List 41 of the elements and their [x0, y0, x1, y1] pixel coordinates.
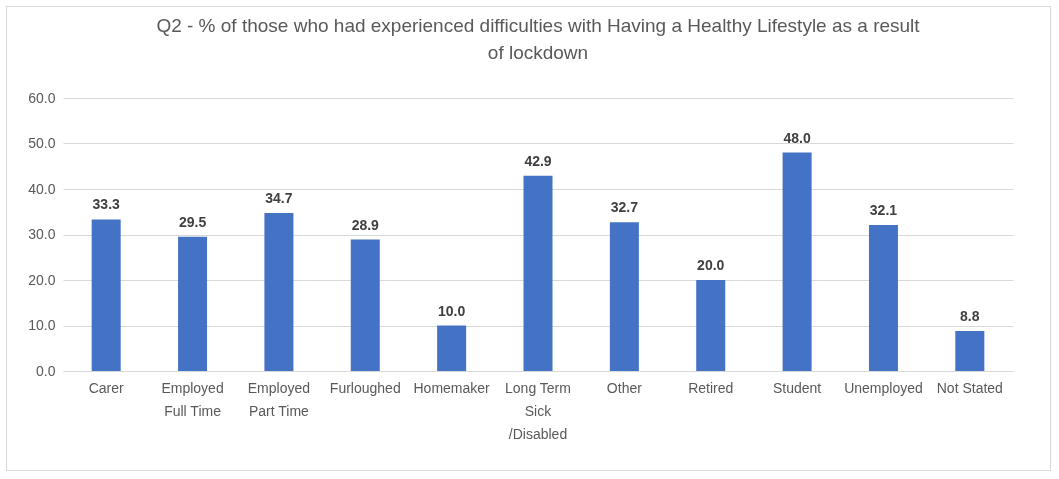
- bar: [264, 213, 294, 371]
- y-tick-label: 30.0: [28, 226, 56, 242]
- data-label: 28.9: [351, 216, 380, 233]
- x-tick-label: Other: [606, 379, 643, 396]
- data-label: 8.8: [960, 307, 980, 324]
- x-tick-label: Employed Full Time: [161, 379, 224, 419]
- x-tick-label: Student: [772, 379, 822, 396]
- y-tick-label: 40.0: [28, 180, 56, 197]
- bar: [955, 330, 985, 371]
- x-tick-label: Not Stated: [936, 379, 1003, 396]
- data-label: 34.7: [265, 190, 293, 207]
- bar: [609, 222, 639, 371]
- x-tick-label: Carer: [88, 379, 125, 396]
- y-tick-label: 60.0: [28, 89, 56, 106]
- chart-title: Q2 - % of those who had experienced difficulties with Having a Healthy Lifestyle as a result of lockdown: [156, 15, 921, 63]
- x-tick-label: Employed Part Time: [247, 379, 311, 419]
- bar: [696, 280, 726, 371]
- bar: [523, 175, 553, 371]
- data-label: 10.0: [438, 302, 466, 319]
- x-tick-label: Homemaker: [413, 379, 491, 396]
- data-label: 48.0: [783, 129, 811, 146]
- data-label: 29.5: [178, 213, 207, 230]
- y-tick-label: 20.0: [28, 271, 56, 288]
- data-label: 33.3: [92, 196, 121, 213]
- x-tick-label: Furloughed: [329, 379, 401, 396]
- x-tick-label: Retired: [688, 379, 734, 396]
- y-tick-label: 0.0: [36, 362, 56, 379]
- bar: [178, 236, 208, 371]
- bar: [782, 152, 812, 371]
- y-tick-label: 50.0: [28, 135, 56, 151]
- bar: [350, 239, 380, 371]
- bar: [437, 325, 467, 371]
- y-tick-label: 10.0: [28, 317, 56, 333]
- x-tick-label: Long Term Sick /Disabled: [505, 379, 571, 442]
- bar: [91, 219, 121, 371]
- data-label: 20.0: [697, 257, 725, 273]
- data-label: 32.1: [869, 201, 898, 218]
- data-label: 32.7: [610, 199, 639, 216]
- data-label: 42.9: [524, 152, 552, 169]
- bar: [868, 224, 898, 371]
- x-tick-label: Unemployed: [844, 379, 923, 396]
